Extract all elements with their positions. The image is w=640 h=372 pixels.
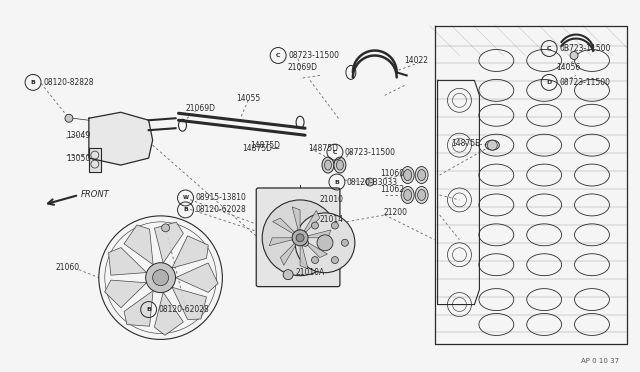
Text: C: C xyxy=(547,46,552,51)
Text: 08723-11500: 08723-11500 xyxy=(288,51,339,60)
Text: 14875D—: 14875D— xyxy=(243,144,280,153)
Text: 14022: 14022 xyxy=(404,56,429,65)
Circle shape xyxy=(161,224,170,232)
Polygon shape xyxy=(124,225,153,265)
Circle shape xyxy=(366,178,374,186)
Polygon shape xyxy=(300,238,328,257)
Circle shape xyxy=(152,270,168,286)
Text: 08723-11500: 08723-11500 xyxy=(559,78,610,87)
Text: B: B xyxy=(183,208,188,212)
Text: FRONT: FRONT xyxy=(81,190,109,199)
Text: 08120-62028: 08120-62028 xyxy=(195,205,246,214)
Polygon shape xyxy=(269,238,300,246)
Circle shape xyxy=(332,222,339,229)
Text: 14875D: 14875D xyxy=(308,144,338,153)
Text: 0B723-11500: 0B723-11500 xyxy=(559,44,611,53)
Text: 21014: 21014 xyxy=(320,215,344,224)
Circle shape xyxy=(488,140,497,150)
Circle shape xyxy=(296,234,304,242)
Polygon shape xyxy=(273,218,300,238)
Polygon shape xyxy=(292,207,300,238)
Ellipse shape xyxy=(418,189,426,201)
Circle shape xyxy=(283,270,293,280)
Text: 11060: 11060 xyxy=(380,169,404,177)
Text: C: C xyxy=(333,150,337,155)
Text: 14875E: 14875E xyxy=(451,139,481,148)
Ellipse shape xyxy=(418,170,426,180)
Polygon shape xyxy=(154,222,183,263)
Ellipse shape xyxy=(337,160,344,170)
Circle shape xyxy=(312,257,319,263)
Ellipse shape xyxy=(324,160,332,170)
Text: 21060: 21060 xyxy=(56,263,80,272)
Circle shape xyxy=(65,114,73,122)
Text: 14875D: 14875D xyxy=(250,141,280,150)
Text: 21069D: 21069D xyxy=(186,104,216,113)
Polygon shape xyxy=(300,211,320,238)
Circle shape xyxy=(317,235,333,251)
Text: 14055: 14055 xyxy=(236,94,260,103)
Circle shape xyxy=(301,239,308,246)
Text: 21200: 21200 xyxy=(384,208,408,217)
Polygon shape xyxy=(300,230,331,238)
Polygon shape xyxy=(172,236,209,268)
Text: 21010A: 21010A xyxy=(295,268,324,277)
Circle shape xyxy=(292,230,308,246)
Ellipse shape xyxy=(415,186,428,203)
Text: C: C xyxy=(276,53,280,58)
Polygon shape xyxy=(89,112,152,165)
Text: 08723-11500: 08723-11500 xyxy=(345,148,396,157)
Circle shape xyxy=(312,222,319,229)
Text: 08120-62028: 08120-62028 xyxy=(159,305,209,314)
Text: B: B xyxy=(31,80,35,85)
Polygon shape xyxy=(154,292,183,335)
Polygon shape xyxy=(172,287,207,320)
Ellipse shape xyxy=(404,170,412,180)
Polygon shape xyxy=(175,263,218,292)
Polygon shape xyxy=(124,291,153,326)
Circle shape xyxy=(332,257,339,263)
Text: 08915-13810: 08915-13810 xyxy=(195,193,246,202)
Circle shape xyxy=(262,200,338,276)
Ellipse shape xyxy=(401,186,414,203)
Text: D: D xyxy=(547,80,552,85)
Circle shape xyxy=(341,239,348,246)
Ellipse shape xyxy=(334,157,346,173)
Text: W: W xyxy=(182,195,189,201)
Polygon shape xyxy=(89,148,101,172)
Polygon shape xyxy=(280,238,300,265)
Circle shape xyxy=(146,263,175,293)
Text: 13050: 13050 xyxy=(66,154,90,163)
Polygon shape xyxy=(104,280,147,308)
Text: 11062: 11062 xyxy=(380,186,404,195)
Text: 21069D: 21069D xyxy=(287,63,317,72)
Text: AP 0 10 37: AP 0 10 37 xyxy=(580,358,619,364)
Text: B: B xyxy=(146,307,151,312)
Circle shape xyxy=(295,213,355,273)
Text: 13049: 13049 xyxy=(66,131,90,140)
Ellipse shape xyxy=(401,167,414,183)
Polygon shape xyxy=(109,247,147,275)
Circle shape xyxy=(570,51,578,60)
Text: 14056: 14056 xyxy=(556,63,580,72)
Text: B: B xyxy=(335,180,339,185)
Text: 08120-82828: 08120-82828 xyxy=(43,78,93,87)
Polygon shape xyxy=(300,238,308,269)
Text: 21010: 21010 xyxy=(320,195,344,205)
FancyBboxPatch shape xyxy=(256,188,340,286)
Ellipse shape xyxy=(415,167,428,183)
Text: 08120-B3033: 08120-B3033 xyxy=(347,177,398,186)
Ellipse shape xyxy=(322,157,334,173)
Ellipse shape xyxy=(404,189,412,201)
